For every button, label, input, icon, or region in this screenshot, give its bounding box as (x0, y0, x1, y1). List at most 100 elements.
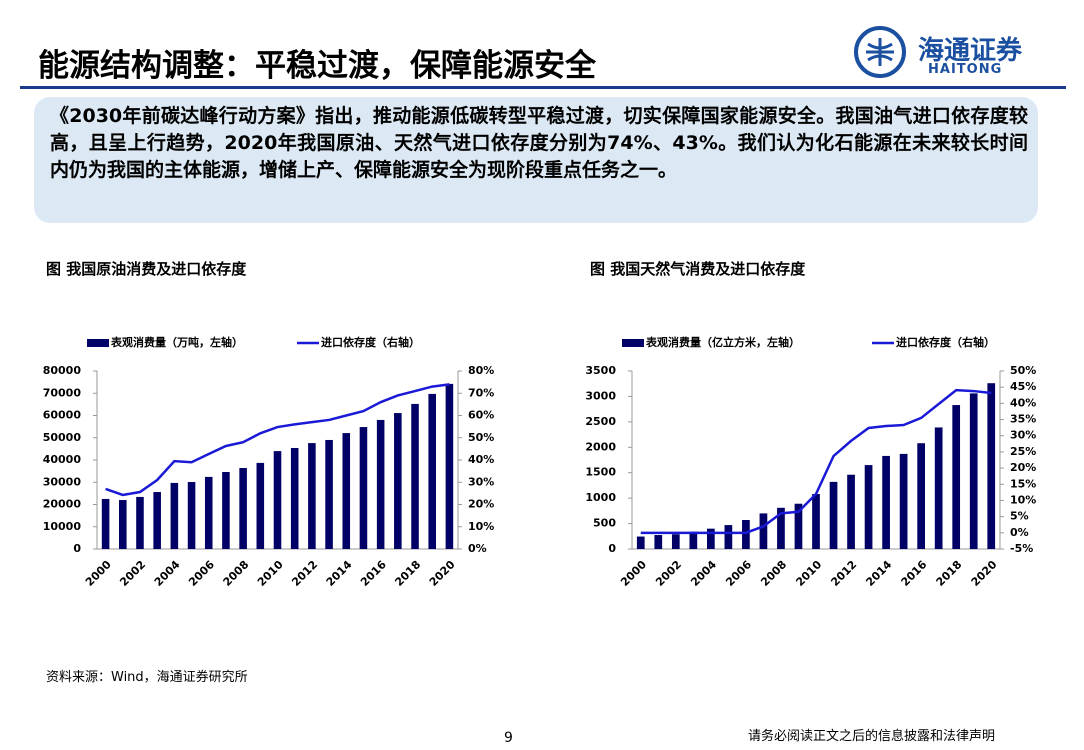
y-tick-label: 80000 (43, 364, 82, 377)
legend-swatch (87, 339, 109, 347)
y2-tick-label: 60% (468, 409, 494, 422)
y2-tick-label: 5% (1010, 510, 1029, 523)
x-tick-label: 2008 (221, 558, 252, 589)
y2-tick-label: 70% (468, 386, 494, 399)
line (640, 388, 992, 535)
y2-tick-label: 10% (468, 520, 494, 533)
bar (359, 427, 368, 549)
x-tick-label: 2016 (358, 558, 389, 589)
bar (917, 443, 925, 549)
y2-tick-label: 50% (1010, 364, 1036, 377)
bar (170, 482, 179, 549)
bar (187, 482, 196, 549)
bar (428, 393, 436, 549)
bar (342, 433, 351, 549)
y-tick-label: 50000 (43, 431, 82, 444)
bar (812, 494, 820, 549)
x-tick-label: 2018 (934, 558, 965, 589)
x-tick-label: 2012 (828, 558, 859, 589)
y-tick-label: 20000 (43, 498, 82, 511)
bar (969, 393, 978, 549)
legend-label: 进口依存度（右轴） (896, 335, 995, 349)
legend-label: 表观消费量（万吨，左轴） (110, 335, 243, 349)
bar (325, 439, 333, 549)
y-tick-label: 1000 (585, 491, 616, 504)
legend-swatch (622, 339, 644, 347)
chart-title: 图 我国天然气消费及进口依存度 (590, 260, 806, 278)
bar (256, 462, 265, 549)
y2-tick-label: -5% (1010, 542, 1033, 555)
bar (794, 503, 803, 549)
y2-tick-label: 20% (468, 498, 494, 511)
x-tick-label: 2006 (186, 558, 217, 589)
bar (376, 419, 385, 549)
bar (654, 535, 663, 549)
bar (724, 525, 733, 549)
x-tick-label: 2000 (618, 558, 649, 589)
x-tick-label: 2002 (653, 558, 684, 589)
x-tick-label: 2014 (863, 558, 894, 589)
y-tick-label: 2500 (585, 415, 616, 428)
disclaimer: 请务必阅读正文之后的信息披露和法律声明 (748, 729, 996, 744)
bar (742, 520, 750, 549)
x-tick-label: 2010 (793, 558, 824, 589)
bar (445, 383, 454, 549)
bar (707, 528, 715, 549)
y2-tick-label: 10% (1010, 493, 1036, 506)
bar (882, 455, 890, 549)
x-tick-label: 2012 (289, 558, 320, 589)
y-tick-label: 3000 (585, 389, 616, 402)
y-tick-label: 3500 (585, 364, 616, 377)
y-tick-label: 60000 (43, 409, 82, 422)
y2-tick-label: 15% (1010, 477, 1036, 490)
y2-tick-label: 40% (468, 453, 494, 466)
x-tick-label: 2006 (723, 558, 754, 589)
y2-tick-label: 20% (1010, 461, 1036, 474)
bar (847, 474, 855, 549)
y-tick-label: 40000 (43, 453, 82, 466)
bar (239, 468, 247, 549)
y2-tick-label: 30% (468, 475, 494, 488)
bar (864, 465, 873, 549)
bar (759, 513, 768, 549)
bar (636, 536, 645, 549)
x-tick-label: 2016 (899, 558, 930, 589)
y-tick-label: 0 (73, 542, 81, 555)
y-tick-label: 0 (608, 542, 616, 555)
bar (934, 427, 943, 549)
bar (987, 383, 996, 549)
x-tick-label: 2004 (688, 558, 719, 589)
chart-title: 图 我国原油消费及进口依存度 (46, 260, 247, 278)
bar (101, 498, 110, 549)
x-tick-label: 2020 (427, 558, 458, 589)
x-tick-label: 2020 (969, 558, 1000, 589)
y2-tick-label: 35% (1010, 413, 1036, 426)
y2-tick-label: 0% (1010, 526, 1029, 539)
y2-tick-label: 45% (1010, 380, 1036, 393)
bar (273, 451, 282, 549)
bar (689, 531, 698, 549)
bar (204, 476, 213, 549)
bar (777, 507, 785, 549)
x-tick-label: 2008 (758, 558, 789, 589)
y-tick-label: 1500 (585, 466, 616, 479)
bar (411, 403, 419, 549)
title-rule (20, 86, 1066, 89)
y-tick-label: 10000 (43, 520, 82, 533)
slide-title: 能源结构调整：平稳过渡，保障能源安全 (38, 48, 596, 84)
bar (952, 405, 961, 549)
logo-mark (866, 38, 894, 66)
x-tick-label: 2010 (255, 558, 286, 589)
y-tick-label: 500 (593, 517, 616, 530)
page-number: 9 (504, 730, 513, 746)
x-tick-label: 2000 (83, 558, 114, 589)
bar (671, 534, 680, 549)
x-tick-label: 2004 (152, 558, 183, 589)
summary: 《2030年前碳达峰行动方案》指出，推动能源低碳转型平稳过渡，切实保障国家能源安… (34, 97, 1038, 223)
y2-tick-label: 40% (1010, 396, 1036, 409)
bar (829, 481, 838, 549)
y2-tick-label: 30% (1010, 429, 1036, 442)
y2-tick-label: 80% (468, 364, 494, 377)
